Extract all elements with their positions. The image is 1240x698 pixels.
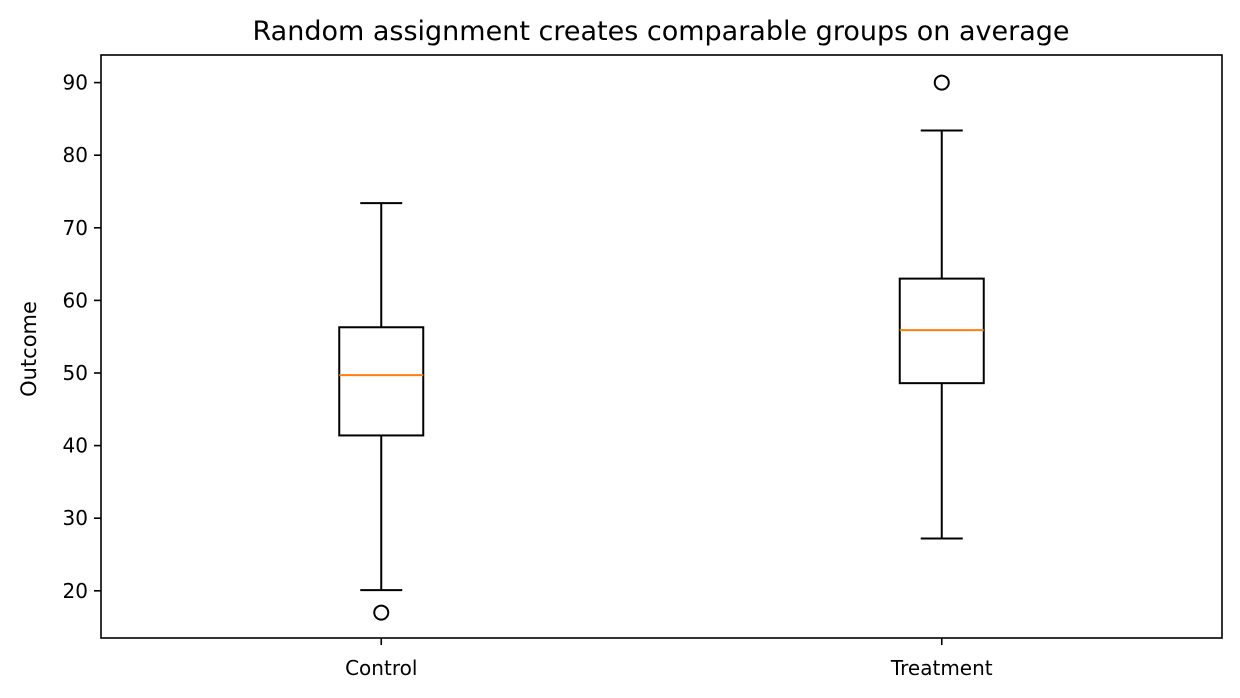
y-tick-label: 60 — [63, 288, 88, 312]
chart-title: Random assignment creates comparable gro… — [253, 16, 1070, 47]
y-tick-label: 20 — [63, 579, 88, 603]
y-tick-label: 30 — [63, 506, 88, 530]
plot-area: 20 30 40 50 60 70 80 90 Control Treatment — [63, 71, 993, 680]
plot-frame — [100, 54, 1223, 639]
x-tick-label-treatment: Treatment — [890, 656, 993, 680]
x-tick-label-control: Control — [345, 656, 417, 680]
y-tick-label: 50 — [63, 361, 88, 385]
y-tick-label: 80 — [63, 143, 88, 167]
box-control — [338, 326, 425, 437]
y-tick-label: 40 — [63, 434, 88, 458]
outlier-point-treatment — [933, 74, 950, 91]
y-axis-label: Outcome — [17, 301, 41, 397]
y-tick-label: 70 — [63, 216, 88, 240]
y-tick-label: 90 — [63, 71, 88, 95]
outlier-point-control — [373, 604, 390, 621]
